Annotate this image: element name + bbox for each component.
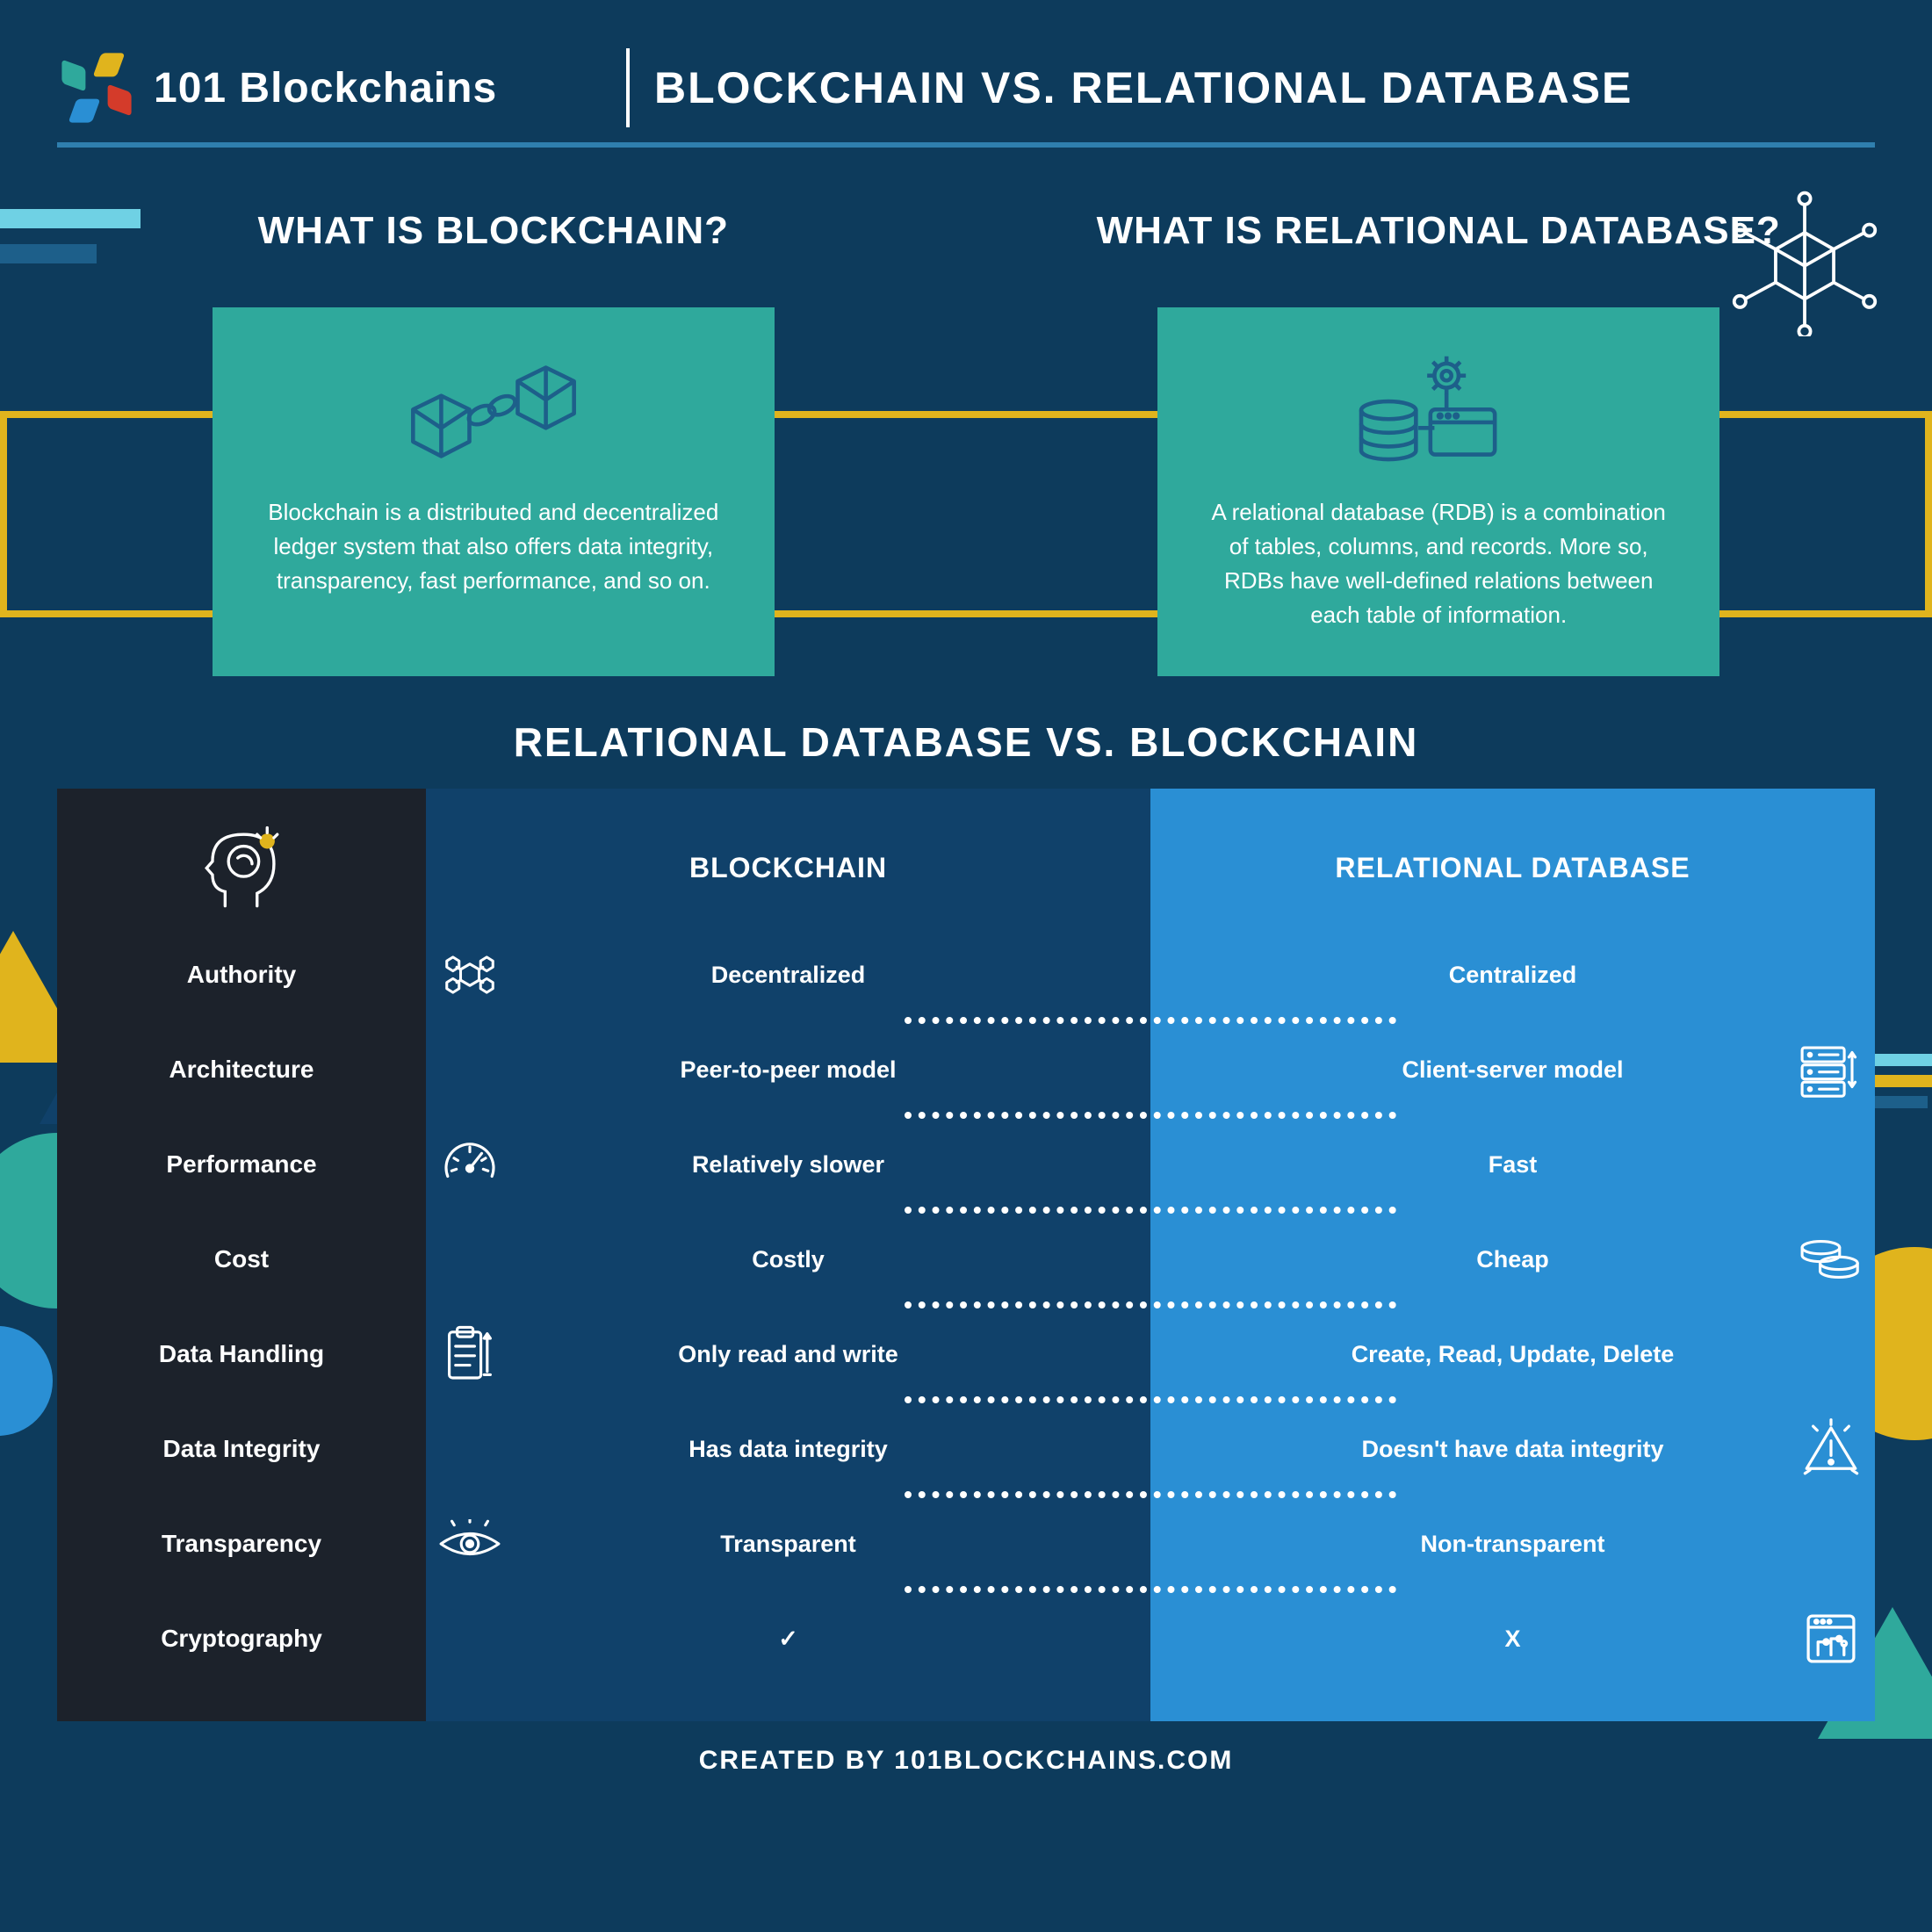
network-icon: [435, 940, 505, 1010]
dotted-divider: [905, 1491, 1396, 1498]
header: 101 Blockchains BLOCKCHAIN VS. RELATIONA…: [57, 44, 1875, 132]
dotted-divider: [905, 1017, 1396, 1024]
def-rdb-title: WHAT IS RELATIONAL DATABASE?: [1097, 183, 1781, 279]
clipboard-icon: [435, 1319, 505, 1389]
def-bc-text: Blockchain is a distributed and decentra…: [255, 495, 732, 598]
comparison-title: RELATIONAL DATABASE VS. BLOCKCHAIN: [57, 718, 1875, 766]
coins-icon: [1796, 1224, 1866, 1294]
cell-blockchain: Decentralized: [435, 927, 1142, 1022]
circle-icon: [0, 1326, 53, 1436]
cell-rdb: Non-transparent: [1159, 1496, 1866, 1591]
cell-blockchain: Relatively slower: [435, 1117, 1142, 1212]
chip-icon: [1796, 1604, 1866, 1674]
cell-rdb: Doesn't have data integrity: [1159, 1402, 1866, 1496]
cell-blockchain: Costly: [435, 1212, 1142, 1307]
comparison-body: BLOCKCHAIN Decentralized Peer-to-peer mo…: [426, 789, 1875, 1721]
brand-text: 101 Blockchains: [154, 64, 497, 112]
cell-blockchain: Transparent: [435, 1496, 1142, 1591]
def-rdb-text: A relational database (RDB) is a combina…: [1200, 495, 1677, 632]
definitions-row: WHAT IS BLOCKCHAIN?: [57, 183, 1875, 676]
cell-blockchain: Only read and write: [435, 1307, 1142, 1402]
def-bc-card: Blockchain is a distributed and decentra…: [213, 307, 775, 676]
dotted-divider: [905, 1207, 1396, 1214]
row-label: Transparency: [82, 1496, 401, 1591]
dotted-divider: [905, 1112, 1396, 1119]
comparison-col-blockchain: BLOCKCHAIN Decentralized Peer-to-peer mo…: [426, 789, 1150, 1721]
dotted-divider: [905, 1396, 1396, 1403]
logo: 101 Blockchains: [57, 48, 602, 127]
cell-rdb: Cheap: [1159, 1212, 1866, 1307]
dotted-divider: [905, 1586, 1396, 1593]
yellow-frame: [716, 411, 1234, 617]
header-divider: [626, 48, 630, 127]
cell-rdb: Create, Read, Update, Delete: [1159, 1307, 1866, 1402]
gauge-icon: [435, 1129, 505, 1200]
def-bc-title: WHAT IS BLOCKCHAIN?: [258, 183, 729, 279]
warning-icon: [1796, 1414, 1866, 1484]
server-icon: [1796, 1034, 1866, 1105]
comparison-col-rdb: RELATIONAL DATABASE CentralizedClient-se…: [1150, 789, 1875, 1721]
col-rd-title: RELATIONAL DATABASE: [1159, 815, 1866, 920]
database-gear-icon: [1342, 337, 1535, 487]
eye-icon: [435, 1509, 505, 1579]
blockchain-cubes-icon: [397, 337, 590, 487]
row-label: Performance: [82, 1117, 401, 1212]
cell-rdb: Centralized: [1159, 927, 1866, 1022]
logo-icon: [57, 48, 136, 127]
col-bc-title: BLOCKCHAIN: [435, 815, 1142, 920]
page-title: BLOCKCHAIN VS. RELATIONAL DATABASE: [654, 62, 1633, 113]
row-label: Cryptography: [82, 1591, 401, 1686]
cell-blockchain: ✓: [435, 1591, 1142, 1686]
comparison-table: AuthorityArchitecturePerformanceCostData…: [57, 789, 1875, 1721]
accent-bar: [0, 209, 141, 228]
row-label: Architecture: [82, 1022, 401, 1117]
cell-blockchain: Peer-to-peer model: [435, 1022, 1142, 1117]
cell-blockchain: Has data integrity: [435, 1402, 1142, 1496]
accent-bars-left: [0, 209, 141, 263]
thinking-head-icon: [82, 815, 401, 920]
comparison-labels-col: AuthorityArchitecturePerformanceCostData…: [57, 789, 426, 1721]
row-label: Cost: [82, 1212, 401, 1307]
row-label: Authority: [82, 927, 401, 1022]
def-rdb-card: A relational database (RDB) is a combina…: [1157, 307, 1719, 676]
row-label: Data Integrity: [82, 1402, 401, 1496]
footer-text: CREATED BY 101BLOCKCHAINS.COM: [57, 1746, 1875, 1776]
network-icon: [1721, 187, 1888, 336]
header-rule: [57, 142, 1875, 148]
accent-bar: [0, 244, 97, 263]
cell-rdb: Client-server model: [1159, 1022, 1866, 1117]
dotted-divider: [905, 1301, 1396, 1308]
cell-rdb: X: [1159, 1591, 1866, 1686]
row-label: Data Handling: [82, 1307, 401, 1402]
cell-rdb: Fast: [1159, 1117, 1866, 1212]
